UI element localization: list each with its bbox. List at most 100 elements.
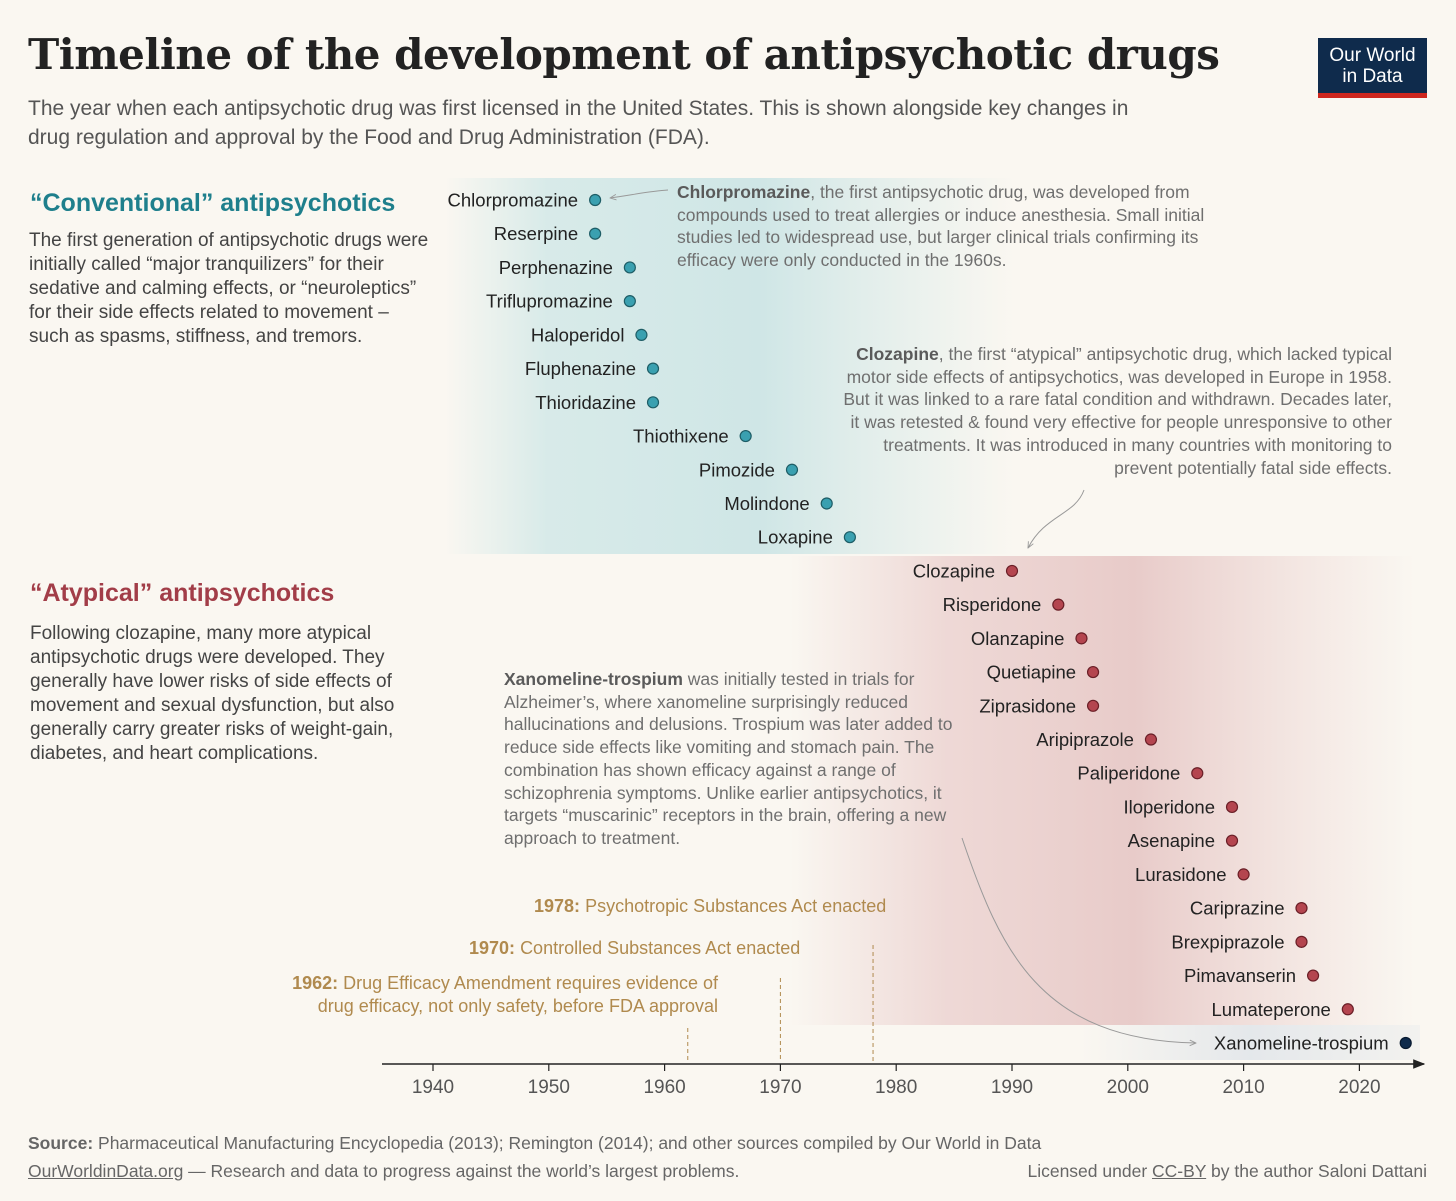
drug-label: Paliperidone (1077, 763, 1180, 784)
drug-point[interactable] (1399, 1036, 1412, 1050)
drug-point[interactable] (785, 463, 799, 476)
annotation-drug-name: Clozapine (856, 344, 939, 364)
drug-points: Chlorpromazine Reserpine Perphenazine Trifl… (448, 190, 1412, 1054)
site-link[interactable]: OurWorldinData.org (28, 1161, 184, 1181)
drug-point[interactable] (1144, 733, 1158, 746)
drug-label: Reserpine (494, 223, 578, 244)
drug-label: Iloperidone (1123, 796, 1215, 817)
new-drug-band (1080, 1025, 1420, 1060)
drug-point[interactable] (1086, 699, 1100, 712)
regulation-year: 1978: (534, 896, 581, 916)
drug-label: Thioridazine (535, 392, 636, 413)
annotation-text: was initially tested in trials for Alzhe… (504, 669, 953, 848)
chlorpromazine-annotation: Chlorpromazine, the first antipsychotic … (677, 181, 1257, 272)
drug-point[interactable] (1086, 665, 1100, 679)
annotation-drug-name: Xanomeline-trospium (504, 669, 683, 689)
source-label: Source: (28, 1133, 94, 1153)
drug-label: Chlorpromazine (448, 190, 579, 211)
drug-point[interactable] (1237, 868, 1250, 881)
site-tagline: — Research and data to progress against … (183, 1161, 740, 1181)
xanomeline-annotation: Xanomeline-trospium was initially tested… (504, 668, 970, 850)
x-tick-label: 2020 (1338, 1077, 1380, 1098)
drug-label: Risperidone (943, 594, 1042, 615)
xanomeline-arrow (961, 837, 1196, 1043)
drug-label: Perphenazine (499, 257, 613, 278)
annotation-arrows (610, 189, 1196, 1043)
drug-label: Quetiapine (987, 662, 1076, 683)
x-tick-label: 1970 (759, 1077, 801, 1098)
drug-point[interactable] (646, 362, 660, 375)
drug-label: Lurasidone (1135, 864, 1227, 885)
drug-label: Clozapine (913, 560, 995, 581)
logo-line2: in Data (1342, 66, 1403, 87)
drug-point[interactable] (1052, 598, 1065, 611)
drug-label: Molindone (724, 493, 809, 514)
regulation-1962: 1962: Drug Efficacy Amendment requires e… (258, 972, 718, 1018)
drug-label: Lumateperone (1212, 999, 1331, 1020)
drug-point[interactable] (1225, 834, 1239, 847)
x-tick-label: 1960 (643, 1077, 685, 1098)
atypical-band (790, 556, 1415, 1025)
drug-label: Loxapine (758, 527, 833, 548)
regulation-text: Drug Efficacy Amendment requires evidenc… (317, 973, 718, 1016)
license-suffix: by the author Saloni Dattani (1206, 1161, 1427, 1181)
x-tick-label: 1940 (412, 1077, 454, 1098)
atypical-description: Following clozapine, many more atypical … (30, 623, 395, 764)
annotation-text: , the first antipsychotic drug, was deve… (677, 182, 1205, 271)
owid-logo[interactable]: Our World in Data (1318, 38, 1427, 98)
drug-point[interactable] (1225, 800, 1239, 814)
logo-line1: Our World (1329, 45, 1416, 66)
x-tick-label: 1990 (991, 1077, 1033, 1098)
drug-label: Thiothixene (633, 426, 729, 447)
drug-label: Cariprazine (1190, 898, 1285, 919)
drug-point[interactable] (1306, 969, 1320, 982)
drug-point[interactable] (589, 193, 602, 207)
x-tick-label: 1950 (528, 1077, 570, 1098)
drug-point[interactable] (1075, 632, 1088, 645)
drug-point[interactable] (623, 261, 636, 274)
footer-license: Licensed under CC-BY by the author Salon… (1027, 1161, 1427, 1182)
drug-label: Pimavanserin (1184, 965, 1296, 986)
drug-point[interactable] (1341, 1003, 1354, 1016)
drug-point[interactable] (635, 328, 648, 341)
drug-point[interactable] (1005, 564, 1019, 578)
license-link[interactable]: CC-BY (1152, 1161, 1207, 1181)
annotation-drug-name: Chlorpromazine (677, 182, 811, 202)
regulation-year: 1970: (469, 938, 516, 958)
drug-point[interactable] (843, 531, 856, 544)
drug-point[interactable] (623, 295, 636, 308)
drug-label: Aripiprazole (1036, 729, 1134, 750)
page-subtitle: The year when each antipsychotic drug wa… (28, 97, 1129, 149)
drug-label: Pimozide (699, 459, 775, 480)
regulation-lines (687, 945, 874, 1062)
drug-point[interactable] (820, 497, 833, 510)
source-text: Pharmaceutical Manufacturing Encyclopedi… (93, 1133, 1042, 1153)
regulation-text: Psychotropic Substances Act enacted (585, 896, 887, 916)
conventional-band (445, 178, 1015, 554)
clozapine-annotation: Clozapine, the first “atypical” antipsyc… (842, 343, 1392, 479)
annotation-text: , the first “atypical” antipsychotic dru… (843, 344, 1392, 478)
drug-point[interactable] (739, 429, 752, 443)
x-tick-label: 2000 (1107, 1077, 1149, 1098)
drug-label: Brexpiprazole (1171, 931, 1284, 952)
drug-point[interactable] (1295, 902, 1308, 915)
regulation-1970: 1970: Controlled Substances Act enacted (469, 937, 800, 960)
footer-source: Source: Pharmaceutical Manufacturing Enc… (28, 1133, 1041, 1154)
drug-label: Olanzapine (971, 628, 1065, 649)
regulation-text: Controlled Substances Act enacted (520, 938, 801, 958)
drug-label: Fluphenazine (525, 358, 636, 379)
license-prefix: Licensed under (1027, 1161, 1153, 1181)
drug-label: Xanomeline-trospium (1214, 1033, 1389, 1054)
drug-point[interactable] (589, 227, 602, 240)
regulation-1978: 1978: Psychotropic Substances Act enacte… (534, 895, 886, 918)
page-title: Timeline of the development of antipsych… (28, 30, 1220, 79)
x-axis-ticks: 1940 1950 1960 1970 1980 1990 2000 2010 2020 (412, 1064, 1381, 1098)
drug-label: Asenapine (1128, 830, 1215, 851)
drug-point[interactable] (646, 396, 660, 409)
x-tick-label: 1980 (875, 1077, 917, 1098)
drug-point[interactable] (1295, 935, 1308, 948)
drug-point[interactable] (1191, 767, 1204, 780)
drug-label: Haloperidol (531, 324, 625, 345)
drug-label: Ziprasidone (979, 695, 1076, 716)
